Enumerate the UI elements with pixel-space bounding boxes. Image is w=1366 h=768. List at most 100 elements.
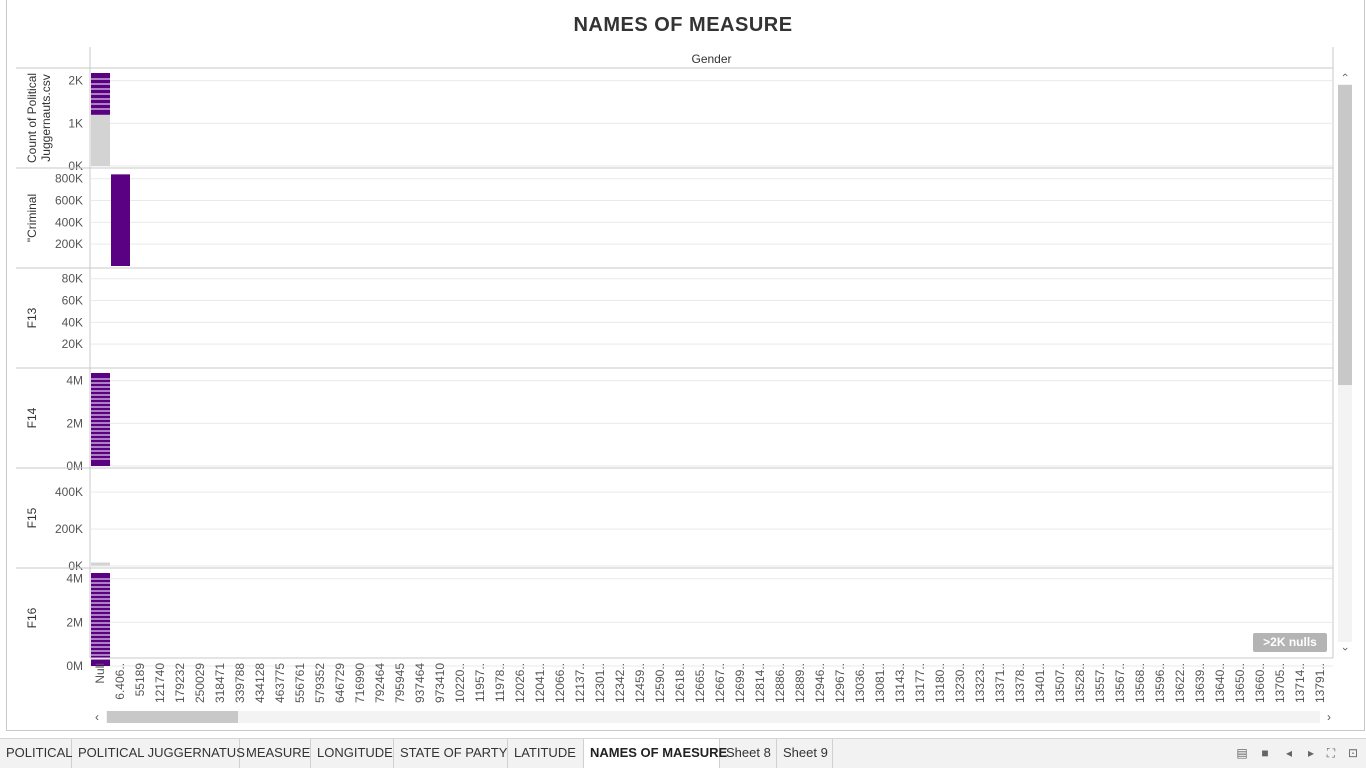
bar[interactable] (111, 174, 130, 266)
scroll-down-icon[interactable]: › (1338, 647, 1351, 651)
horizontal-scroll-thumb[interactable] (107, 711, 238, 723)
x-tick-label: 12667.. (713, 663, 727, 703)
x-tick-label: 250029 (193, 663, 207, 703)
x-tick-label: 6.406.. (113, 663, 127, 700)
x-tick-label: 10220.. (453, 663, 467, 703)
vertical-scroll-thumb[interactable] (1338, 85, 1352, 385)
x-tick-label: 792464 (373, 663, 387, 703)
x-tick-label: 716990 (353, 663, 367, 703)
y-tick-label: 400K (55, 215, 83, 229)
x-tick-label: 55189 (133, 663, 147, 697)
y-tick-label: 2K (68, 74, 83, 88)
x-tick-label: 12946.. (813, 663, 827, 703)
measure-label: F14 (25, 407, 39, 428)
sheet-tab-bar: POLITICAL POLITICAL JUGGERNATUS MEASURE LON… (0, 738, 1366, 768)
vertical-scrollbar[interactable]: ‹ › (1336, 68, 1354, 658)
y-tick-label: 0M (66, 459, 83, 473)
x-tick-label: 12066.. (553, 663, 567, 703)
x-tick-label: 463775 (273, 663, 287, 703)
x-tick-label: Null (93, 663, 107, 684)
filmstrip-icon[interactable]: ▤ (1236, 746, 1248, 760)
x-tick-label: 179232 (173, 663, 187, 703)
y-tick-label: 2M (66, 615, 83, 629)
scroll-right-icon[interactable]: › (1327, 710, 1331, 724)
measure-label: Juggernauts.csv (39, 74, 53, 161)
column-header-label: Gender (691, 52, 731, 66)
worksheet-frame (6, 0, 1365, 731)
x-tick-label: 13143.. (893, 663, 907, 703)
bar[interactable] (91, 562, 110, 566)
x-tick-label: 339788 (233, 663, 247, 703)
measure-label: F13 (25, 307, 39, 328)
x-tick-label: 13323.. (973, 663, 987, 703)
x-tick-label: 12026.. (513, 663, 527, 703)
presentation-icon[interactable]: ⊡ (1347, 746, 1359, 760)
x-tick-label: 13180.. (933, 663, 947, 703)
x-tick-label: 13528.. (1073, 663, 1087, 703)
x-tick-label: 556761 (293, 663, 307, 703)
scroll-left-icon[interactable]: ‹ (95, 710, 99, 724)
y-tick-label: 400K (55, 485, 83, 499)
next-icon[interactable]: ▸ (1307, 746, 1315, 760)
scroll-up-icon[interactable]: ‹ (1338, 73, 1351, 77)
chart-title: NAMES OF MEASURE (573, 14, 793, 36)
x-tick-label: 13622.. (1173, 663, 1187, 703)
measure-label: F15 (25, 507, 39, 528)
sheet-tab[interactable]: STATE OF PARTY (394, 739, 508, 768)
x-tick-label: 13640.. (1213, 663, 1227, 703)
x-tick-label: 318471 (213, 663, 227, 703)
horizontal-scroll-track[interactable] (106, 711, 1320, 723)
y-tick-label: 200K (55, 237, 83, 251)
x-tick-label: 13371.. (993, 663, 1007, 703)
x-tick-label: 13596.. (1153, 663, 1167, 703)
sheet-tab[interactable]: POLITICAL (0, 739, 72, 768)
sheet-icon[interactable]: ■ (1261, 746, 1269, 760)
x-tick-label: 973410 (433, 663, 447, 703)
chart-svg: Gender 2K 1K 0K Count of Political Juggernaut… (16, 47, 1334, 703)
x-tick-label: 13378.. (1013, 663, 1027, 703)
x-tick-label: 12967.. (833, 663, 847, 703)
x-tick-label: 13401.. (1033, 663, 1047, 703)
x-tick-label: 13081.. (873, 663, 887, 703)
measure-label: F16 (25, 607, 39, 628)
x-tick-label: 13177.. (913, 663, 927, 703)
x-tick-label: 12699.. (733, 663, 747, 703)
sheet-tab[interactable]: MEASURE (240, 739, 311, 768)
x-tick-label: 12459.. (633, 663, 647, 703)
x-tick-label: 12342.. (613, 663, 627, 703)
y-tick-label: 40K (62, 315, 83, 329)
fullscreen-icon[interactable]: ⛶ (1326, 746, 1336, 760)
sheet-tab[interactable]: NAMES OF MAESURE (584, 739, 727, 768)
bar-light-segment[interactable] (91, 114, 110, 166)
sheet-tab[interactable]: LATITUDE (508, 739, 584, 768)
x-tick-label: 13230.. (953, 663, 967, 703)
sheet-tab[interactable]: LONGITUDE (311, 739, 394, 768)
x-tick-label: 12889.. (793, 663, 807, 703)
x-tick-label: 12041.. (533, 663, 547, 703)
x-tick-label: 12590.. (653, 663, 667, 703)
y-tick-label: 80K (62, 272, 83, 286)
sheet-tab[interactable]: Sheet 9 (777, 739, 833, 768)
x-tick-label: 13650.. (1233, 663, 1247, 703)
prev-icon[interactable]: ◂ (1285, 746, 1293, 760)
x-tick-label: 434128 (253, 663, 267, 703)
sheet-tab[interactable]: POLITICAL JUGGERNATUS (72, 739, 245, 768)
x-tick-label: 13714.. (1293, 663, 1307, 703)
horizontal-scrollbar[interactable]: ‹ › (90, 709, 1336, 725)
x-tick-label: 13567.. (1113, 663, 1127, 703)
x-tick-label: 646729 (333, 663, 347, 703)
y-tick-label: 0M (66, 659, 83, 673)
measure-label: Count of Political (25, 73, 39, 163)
y-tick-label: 60K (62, 294, 83, 308)
sheet-tab[interactable]: Sheet 8 (720, 739, 777, 768)
y-tick-label: 1K (68, 116, 83, 130)
x-tick-label: 13791.. (1313, 663, 1327, 703)
y-tick-label: 0K (68, 159, 83, 173)
x-tick-label: 121740 (153, 663, 167, 703)
x-tick-label: 13036.. (853, 663, 867, 703)
y-tick-label: 4M (66, 374, 83, 388)
x-tick-label: 11957.. (473, 663, 487, 702)
null-indicator-badge[interactable]: >2K nulls (1253, 633, 1327, 652)
y-tick-label: 0K (68, 559, 83, 573)
x-tick-label: 13507.. (1053, 663, 1067, 703)
